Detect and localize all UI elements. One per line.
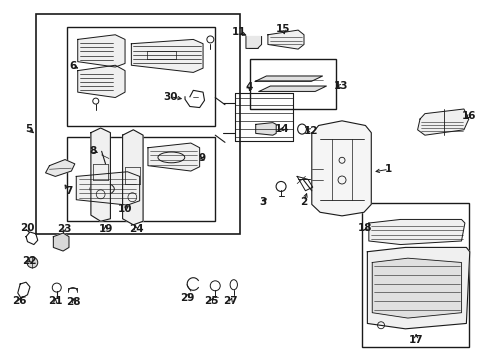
Bar	[250, 59, 335, 109]
Polygon shape	[255, 76, 322, 81]
Text: 26: 26	[12, 296, 26, 306]
Text: 6: 6	[69, 61, 76, 71]
Polygon shape	[76, 172, 140, 205]
Text: 14: 14	[275, 124, 289, 134]
Text: 16: 16	[461, 111, 475, 121]
Polygon shape	[148, 143, 199, 171]
Text: 2: 2	[300, 197, 307, 207]
Text: 28: 28	[66, 297, 81, 307]
Polygon shape	[311, 121, 370, 216]
Text: 24: 24	[129, 225, 143, 234]
Text: 17: 17	[408, 334, 423, 345]
Text: 5: 5	[25, 124, 33, 134]
Text: 18: 18	[357, 224, 372, 233]
Polygon shape	[91, 128, 110, 221]
Text: 8: 8	[89, 145, 97, 156]
Bar	[66, 27, 215, 126]
Text: 15: 15	[276, 24, 290, 35]
Polygon shape	[245, 37, 261, 48]
Polygon shape	[371, 258, 461, 318]
Text: 30: 30	[163, 92, 177, 102]
Text: 27: 27	[223, 296, 238, 306]
Text: 9: 9	[198, 153, 205, 163]
Polygon shape	[78, 65, 125, 98]
Text: 7: 7	[65, 186, 73, 197]
Polygon shape	[53, 233, 69, 251]
Polygon shape	[368, 220, 464, 244]
Text: 10: 10	[118, 204, 132, 214]
Polygon shape	[255, 123, 276, 135]
Text: 1: 1	[385, 164, 392, 174]
Bar	[36, 14, 240, 234]
Polygon shape	[122, 130, 143, 225]
Text: 4: 4	[245, 82, 253, 93]
Polygon shape	[78, 35, 125, 67]
Text: 25: 25	[203, 296, 218, 306]
Text: 13: 13	[333, 81, 347, 91]
Polygon shape	[131, 40, 203, 72]
Text: 11: 11	[231, 27, 245, 37]
Polygon shape	[366, 247, 469, 329]
Polygon shape	[417, 109, 468, 135]
Text: 21: 21	[48, 296, 62, 306]
Polygon shape	[259, 86, 326, 91]
Bar	[66, 137, 215, 221]
Text: 12: 12	[303, 126, 317, 135]
Ellipse shape	[27, 257, 38, 268]
Text: 20: 20	[20, 224, 35, 233]
Text: 19: 19	[98, 225, 113, 234]
Text: 22: 22	[21, 256, 36, 266]
Text: 3: 3	[259, 197, 266, 207]
Text: 29: 29	[180, 293, 194, 303]
Text: 23: 23	[57, 225, 71, 234]
Bar	[361, 203, 468, 347]
Polygon shape	[267, 30, 304, 49]
Polygon shape	[45, 159, 75, 176]
